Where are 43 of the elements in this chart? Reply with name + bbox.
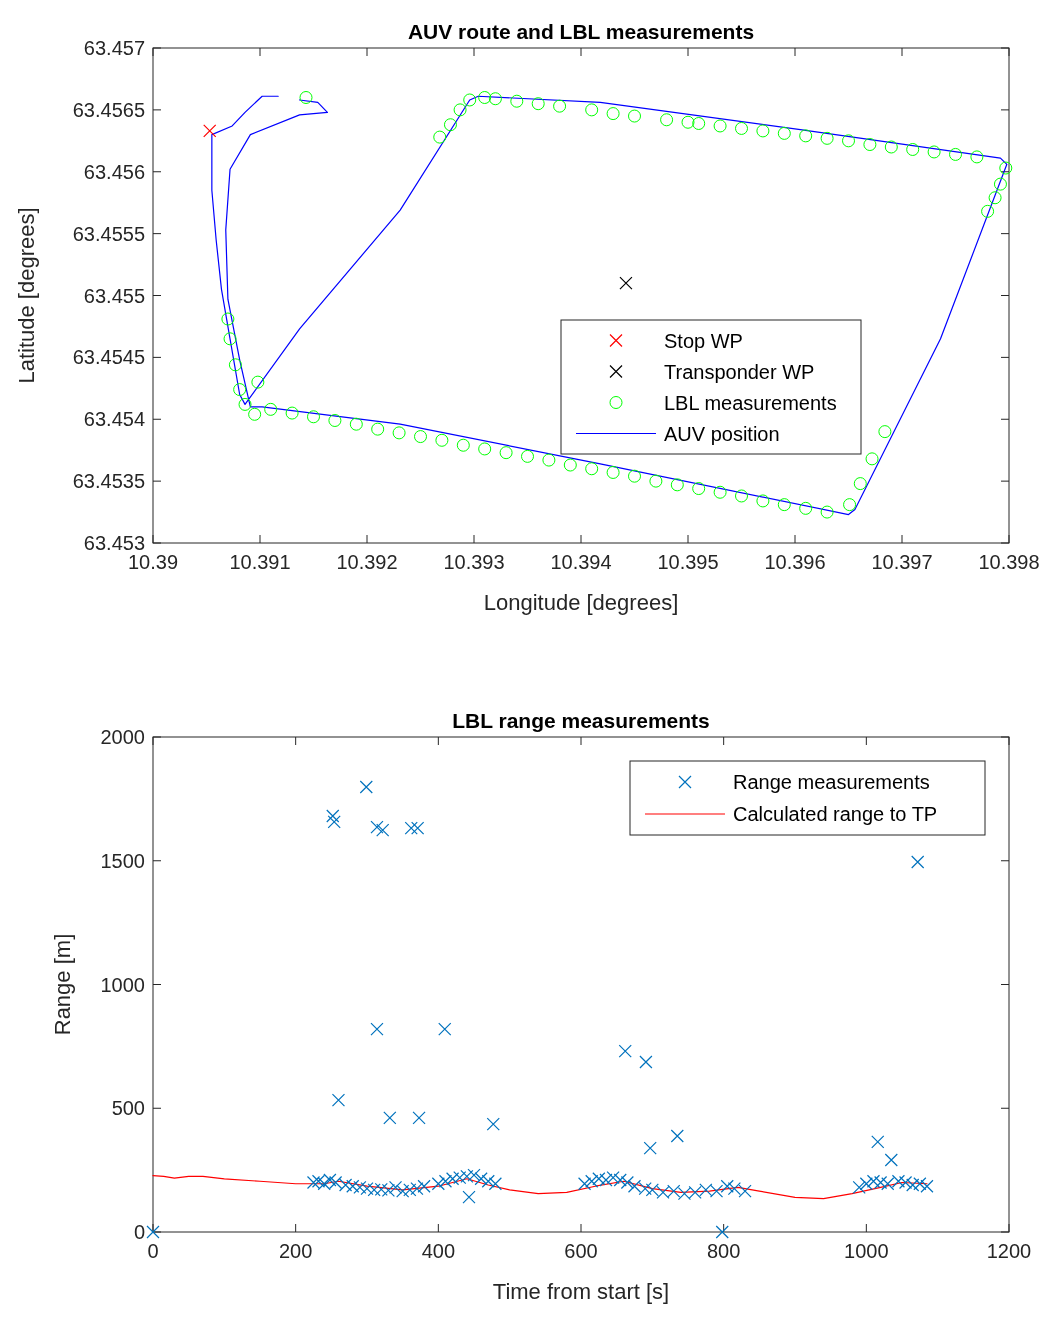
y-tick-label: 63.4535 <box>72 470 145 493</box>
x-tick-label: 1200 <box>986 1240 1032 1262</box>
x-axis-title: Longitude [degrees] <box>483 590 679 615</box>
legend-label: Transponder WP <box>664 360 815 383</box>
x-tick-label: 200 <box>278 1240 313 1262</box>
y-tick-label: 63.4555 <box>72 222 145 245</box>
x-tick-label: 10.394 <box>550 551 612 573</box>
x-tick-label: 10.396 <box>764 551 826 573</box>
x-tick-label: 10.395 <box>657 551 719 573</box>
legend-label: LBL measurements <box>664 391 837 414</box>
x-tick-label: 800 <box>706 1240 741 1262</box>
y-tick-label: 63.455 <box>83 284 145 307</box>
x-tick-label: 10.397 <box>871 551 933 573</box>
x-axis-title: Time from start [s] <box>492 1279 670 1304</box>
legend-label: Range measurements <box>733 771 930 793</box>
legend-label: Calculated range to TP <box>733 803 938 825</box>
x-tick-label: 10.392 <box>336 551 398 573</box>
y-axis-title: Latitude [degrees] <box>14 207 39 384</box>
y-axis-title: Range [m] <box>50 933 75 1036</box>
x-tick-label: 1000 <box>844 1240 889 1262</box>
y-tick-label: 1000 <box>100 973 145 996</box>
y-tick-label: 1500 <box>100 849 145 872</box>
x-tick-label: 10.391 <box>229 551 291 573</box>
chart-title: AUV route and LBL measurements <box>407 20 755 43</box>
legend-label: Stop WP <box>664 329 743 352</box>
y-tick-label: 63.4545 <box>72 346 145 369</box>
x-tick-label: 0 <box>147 1240 159 1262</box>
y-tick-label: 63.454 <box>83 408 145 431</box>
y-tick-label: 2000 <box>100 726 145 748</box>
y-tick-label: 63.457 <box>83 37 145 59</box>
x-tick-label: 10.398 <box>978 551 1040 573</box>
legend-label: AUV position <box>664 422 780 445</box>
x-tick-label: 10.39 <box>127 551 179 573</box>
y-tick-label: 500 <box>111 1097 145 1120</box>
x-tick-label: 600 <box>564 1240 598 1262</box>
y-tick-label: 63.453 <box>83 532 145 554</box>
x-tick-label: 10.393 <box>443 551 505 573</box>
y-tick-label: 0 <box>133 1221 145 1243</box>
y-tick-label: 63.4565 <box>72 98 145 121</box>
line-series <box>152 1174 928 1200</box>
x-tick-label: 400 <box>421 1240 456 1262</box>
y-tick-label: 63.456 <box>83 160 145 183</box>
chart-title: LBL range measurements <box>452 709 710 732</box>
